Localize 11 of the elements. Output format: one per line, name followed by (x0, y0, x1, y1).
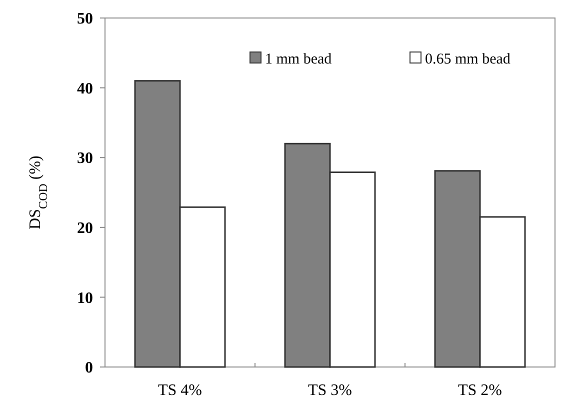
y-tick-label: 20 (77, 220, 93, 237)
x-tick-label: TS 3% (308, 382, 352, 399)
y-tick-label: 40 (77, 80, 93, 98)
x-tick-label: TS 2% (458, 382, 502, 399)
legend-label: 0.65 mm bead (425, 51, 511, 68)
y-tick-label: 30 (77, 150, 93, 168)
y-tick-label: 10 (77, 290, 93, 307)
x-tick-label: TS 4% (158, 382, 202, 399)
legend-label: 1 mm bead (265, 51, 332, 68)
y-tick-label: 0 (85, 360, 93, 377)
y-tick-label: 50 (77, 10, 93, 28)
